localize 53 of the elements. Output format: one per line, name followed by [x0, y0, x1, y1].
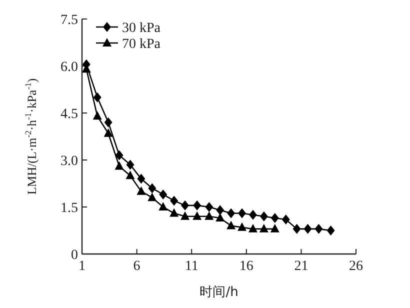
point [126, 160, 134, 170]
y-tick-label: 3.0 [60, 154, 78, 169]
point [238, 222, 247, 231]
point [180, 211, 190, 220]
point [205, 202, 214, 212]
y-tick-label: 0 [71, 248, 78, 263]
point [115, 150, 124, 160]
point [114, 161, 124, 170]
point [227, 208, 236, 218]
point [126, 170, 135, 180]
point [92, 111, 102, 120]
point [238, 208, 246, 218]
point [314, 224, 323, 234]
point [137, 174, 146, 184]
point [158, 202, 168, 210]
point [326, 226, 335, 236]
x-tick-label: 26 [349, 259, 363, 274]
point [226, 220, 236, 230]
point [216, 205, 224, 216]
legend-label: 30 kPa [122, 21, 162, 36]
x-tick-label: 21 [294, 259, 308, 274]
point [148, 183, 156, 194]
point [159, 189, 168, 200]
x-tick-label: 16 [239, 259, 254, 274]
point [270, 212, 279, 223]
point [104, 117, 112, 128]
point [304, 224, 312, 234]
y-tick-label: 7.5 [60, 13, 78, 28]
point [93, 92, 102, 102]
point [148, 192, 157, 202]
point [192, 211, 202, 220]
point [248, 210, 257, 220]
point [170, 196, 178, 206]
point [270, 224, 280, 232]
point [136, 186, 146, 195]
point [259, 224, 268, 232]
point [170, 208, 179, 217]
x-tick-label: 11 [184, 259, 198, 274]
point [282, 214, 290, 225]
point [104, 128, 113, 137]
point [193, 200, 202, 210]
point [248, 224, 258, 232]
y-tick-label: 6.0 [60, 60, 78, 75]
legend-label: 70 kPa [122, 37, 162, 52]
x-axis-title: 时间/h [200, 285, 238, 300]
point [204, 211, 214, 220]
point [260, 211, 268, 222]
x-tick-label: 1 [78, 259, 86, 274]
point [181, 200, 190, 210]
x-tick-label: 6 [133, 259, 140, 274]
y-tick-label: 1.5 [60, 201, 78, 216]
y-tick-label: 4.5 [60, 107, 78, 122]
point [292, 224, 301, 234]
